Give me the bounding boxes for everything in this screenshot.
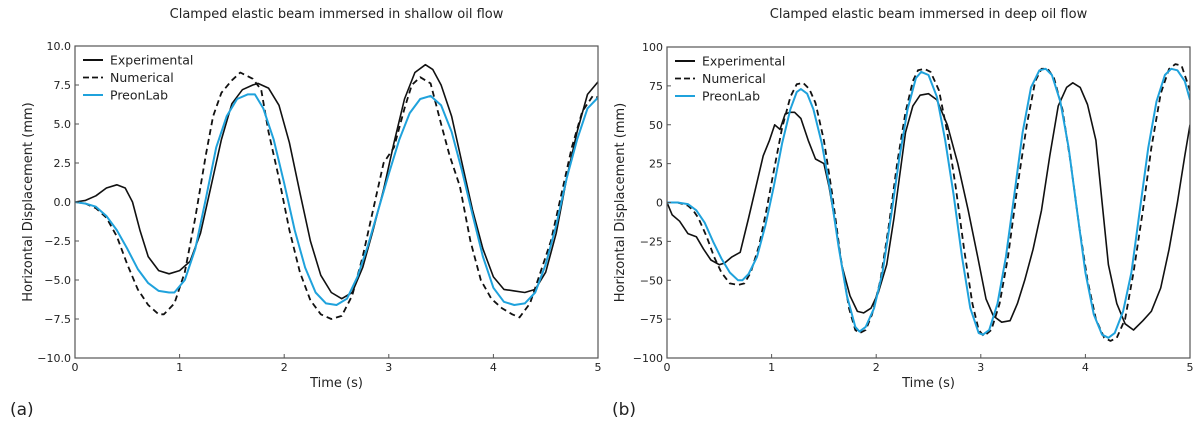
x-tick-label: 3	[977, 361, 984, 374]
chart-shallow: Clamped elastic beam immersed in shallow…	[10, 7, 602, 420]
chart-deep: Clamped elastic beam immersed in deep oi…	[612, 7, 1194, 420]
y-axis-label: Horizontal Displacement (mm)	[21, 102, 36, 301]
legend-label-numerical: Numerical	[110, 70, 174, 85]
legend: Experimental Numerical PreonLab	[83, 53, 193, 103]
y-tick-label: 75	[649, 80, 663, 93]
x-tick-label: 0	[72, 361, 79, 374]
y-tick-label: 25	[649, 158, 663, 171]
legend-label-preonlab: PreonLab	[702, 89, 760, 104]
y-tick-label: 100	[642, 41, 663, 54]
series-line-numerical	[667, 63, 1190, 342]
y-tick-label: 5.0	[54, 118, 72, 131]
panel-label: (a)	[10, 400, 34, 420]
series-line-experimental	[75, 63, 598, 300]
x-tick-label: 4	[490, 361, 497, 374]
x-tick-label: 1	[768, 361, 775, 374]
y-tick-label: −25	[640, 235, 663, 248]
x-tick-label: 3	[385, 361, 392, 374]
x-tick-label: 2	[281, 361, 288, 374]
chart-title: Clamped elastic beam immersed in shallow…	[170, 7, 504, 22]
x-tick-label: 5	[1187, 361, 1194, 374]
legend: Experimental Numerical PreonLab	[675, 54, 785, 104]
x-tick-label: 0	[664, 361, 671, 374]
x-axis-label: Time (s)	[309, 376, 363, 391]
series-line-experimental	[667, 82, 1190, 331]
y-tick-label: −75	[640, 313, 663, 326]
y-tick-label: −5.0	[44, 274, 71, 287]
legend-label-experimental: Experimental	[110, 53, 193, 68]
panel-label: (b)	[612, 400, 636, 420]
y-tick-label: 7.5	[54, 79, 72, 92]
y-tick-label: 50	[649, 119, 663, 132]
series-line-numerical	[75, 71, 598, 320]
y-axis-label: Horizontal Displacement (mm)	[613, 103, 628, 302]
y-tick-label: 2.5	[54, 157, 72, 170]
y-tick-label: 0.0	[54, 196, 72, 209]
chart-title: Clamped elastic beam immersed in deep oi…	[770, 7, 1088, 22]
legend-label-numerical: Numerical	[702, 71, 766, 86]
y-tick-label: −100	[633, 352, 663, 365]
x-axis-label: Time (s)	[901, 376, 955, 391]
series-line-preonlab	[667, 67, 1190, 339]
y-tick-label: −2.5	[44, 235, 71, 248]
y-tick-label: 10.0	[47, 40, 72, 53]
x-tick-label: 1	[176, 361, 183, 374]
y-tick-label: 0	[656, 197, 663, 210]
x-tick-label: 4	[1082, 361, 1089, 374]
x-tick-label: 5	[595, 361, 602, 374]
y-tick-label: −7.5	[44, 313, 71, 326]
x-tick-label: 2	[873, 361, 880, 374]
series-line-preonlab	[75, 93, 598, 306]
y-tick-label: −50	[640, 274, 663, 287]
legend-label-experimental: Experimental	[702, 54, 785, 69]
legend-label-preonlab: PreonLab	[110, 88, 168, 103]
y-tick-label: −10.0	[37, 352, 71, 365]
